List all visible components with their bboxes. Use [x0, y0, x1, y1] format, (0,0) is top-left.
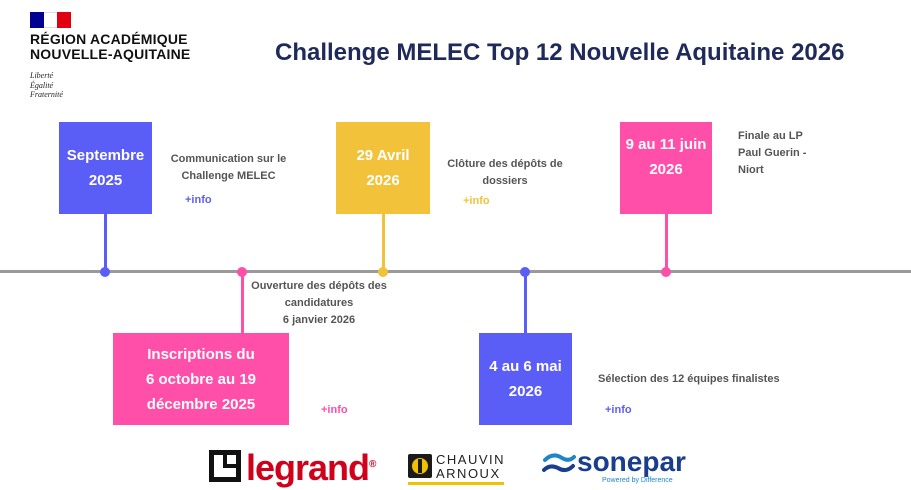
- event-juin-line-1: 9 au 11 juin: [625, 136, 707, 153]
- event-septembre-description: Communication sur le Challenge MELEC: [166, 151, 291, 185]
- event-septembre-info-link[interactable]: +info: [185, 194, 212, 206]
- region-logo-text: RÉGION ACADÉMIQUE NOUVELLE-AQUITAINE: [30, 32, 190, 62]
- event-inscriptions-description: Ouverture des dépôts des candidatures 6 …: [246, 278, 392, 329]
- event-septembre-line-1: Septembre: [66, 147, 145, 164]
- event-avril-description: Clôture des dépôts de dossiers: [442, 156, 568, 190]
- motto-liberte: Liberté: [30, 71, 54, 80]
- event-avril-desc-2: dossiers: [482, 175, 528, 187]
- legrand-registered-mark: ®: [369, 459, 376, 470]
- french-flag-icon: [30, 12, 71, 28]
- sonepar-tagline: Powered by Difference: [602, 477, 673, 484]
- event-avril-desc-1: Clôture des dépôts de: [447, 158, 563, 170]
- event-inscriptions-line-3: décembre 2025: [146, 395, 256, 413]
- timeline-axis: [0, 270, 911, 273]
- event-mai-box[interactable]: 4 au 6 mai 2026: [479, 333, 572, 425]
- legrand-wordmark: legrand: [246, 447, 370, 488]
- legrand-logo-text: legrand®: [246, 445, 376, 488]
- chauvin-arnoux-logo-text: CHAUVIN ARNOUX: [436, 453, 505, 481]
- event-mai-line-1: 4 au 6 mai: [489, 358, 562, 375]
- motto-egalite: Égalité: [30, 80, 54, 90]
- event-avril-box[interactable]: 29 Avril 2026: [336, 122, 430, 214]
- event-mai-info-link[interactable]: +info: [605, 404, 632, 416]
- event-juin-connector: [665, 214, 668, 272]
- legrand-logo-icon: [209, 450, 241, 482]
- page-title: Challenge MELEC Top 12 Nouvelle Aquitain…: [275, 39, 845, 66]
- event-inscriptions-box[interactable]: Inscriptions du 6 octobre au 19 décembre…: [113, 333, 289, 425]
- chauvin-arnoux-logo-icon: [408, 454, 432, 478]
- event-mai-connector: [524, 270, 527, 333]
- event-avril-connector: [382, 214, 385, 272]
- arnoux-line: ARNOUX: [436, 466, 501, 481]
- event-avril-line-1: 29 Avril: [356, 147, 410, 164]
- chauvin-arnoux-underline: [408, 482, 504, 485]
- event-juin-desc-1: Finale au LP: [738, 130, 803, 142]
- event-juin-description: Finale au LP Paul Guerin - Niort: [738, 128, 828, 179]
- event-inscriptions-dot: [237, 267, 247, 277]
- event-inscriptions-desc-1: Ouverture des dépôts des: [251, 280, 387, 292]
- event-septembre-line-2: 2025: [88, 172, 123, 189]
- event-juin-desc-3: Niort: [738, 164, 764, 176]
- event-inscriptions-desc-2: candidatures: [284, 297, 354, 309]
- sonepar-logo-icon: [542, 453, 576, 473]
- event-inscriptions-line-2: 6 octobre au 19: [145, 370, 257, 388]
- event-septembre-box[interactable]: Septembre 2025: [59, 122, 152, 214]
- event-septembre-connector: [104, 214, 107, 272]
- region-line-2: NOUVELLE-AQUITAINE: [30, 46, 191, 62]
- event-mai-description: Sélection des 12 équipes finalistes: [598, 371, 780, 388]
- event-inscriptions-info-link[interactable]: +info: [321, 404, 348, 416]
- event-avril-line-2: 2026: [366, 172, 400, 189]
- event-septembre-dot: [100, 267, 110, 277]
- event-juin-desc-2: Paul Guerin -: [738, 147, 807, 159]
- event-juin-box[interactable]: 9 au 11 juin 2026: [620, 122, 712, 214]
- event-mai-desc-1: Sélection des 12 équipes finalistes: [598, 373, 780, 385]
- republic-motto: Liberté Égalité Fraternité: [30, 71, 63, 100]
- event-juin-dot: [661, 267, 671, 277]
- event-juin-line-2: 2026: [649, 161, 683, 178]
- motto-fraternite: Fraternité: [30, 90, 63, 99]
- chauvin-line: CHAUVIN: [436, 452, 506, 467]
- event-inscriptions-line-1: Inscriptions du: [147, 345, 255, 363]
- region-line-1: RÉGION ACADÉMIQUE: [30, 31, 188, 47]
- event-septembre-desc-1: Communication sur le: [170, 153, 287, 165]
- event-inscriptions-connector: [241, 270, 244, 333]
- event-inscriptions-desc-3: 6 janvier 2026: [282, 314, 356, 326]
- event-mai-line-2: 2026: [508, 383, 543, 400]
- sonepar-logo-text: sonepar: [577, 446, 686, 477]
- event-septembre-desc-2: Challenge MELEC: [181, 170, 276, 182]
- event-mai-dot: [520, 267, 530, 277]
- event-avril-info-link[interactable]: +info: [463, 195, 490, 207]
- event-avril-dot: [378, 267, 388, 277]
